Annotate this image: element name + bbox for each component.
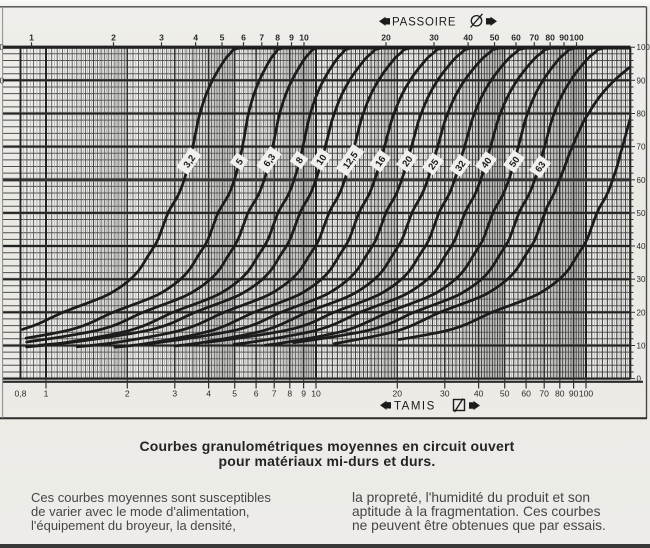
svg-text:40: 40 — [479, 156, 494, 171]
svg-text:1: 1 — [44, 389, 49, 399]
svg-text:100: 100 — [569, 33, 584, 43]
svg-text:63: 63 — [533, 160, 548, 175]
svg-text:2: 2 — [125, 389, 130, 399]
svg-text:50: 50 — [637, 209, 646, 218]
svg-text:10: 10 — [299, 33, 309, 43]
svg-text:50: 50 — [507, 155, 522, 170]
svg-text:20: 20 — [637, 308, 646, 317]
svg-text:30: 30 — [429, 33, 439, 43]
svg-text:0,8: 0,8 — [15, 389, 27, 399]
svg-text:20: 20 — [393, 389, 403, 399]
svg-text:3: 3 — [172, 389, 177, 399]
svg-text:100: 100 — [637, 43, 650, 52]
svg-text:60: 60 — [521, 389, 531, 399]
svg-text:1: 1 — [29, 33, 34, 43]
svg-text:30: 30 — [440, 389, 450, 399]
svg-text:8: 8 — [294, 155, 306, 166]
svg-text:5: 5 — [232, 389, 237, 399]
svg-text:90: 90 — [569, 389, 579, 399]
svg-text:20: 20 — [381, 33, 391, 43]
svg-text:40: 40 — [474, 389, 484, 399]
svg-text:70: 70 — [637, 143, 646, 152]
svg-text:8: 8 — [275, 33, 280, 43]
svg-text:70: 70 — [539, 389, 549, 399]
svg-text:32: 32 — [453, 159, 468, 174]
svg-text:0: 0 — [637, 375, 642, 384]
svg-text:100: 100 — [579, 389, 594, 399]
svg-text:7: 7 — [272, 389, 277, 399]
svg-text:TAMIS: TAMIS — [394, 401, 436, 413]
svg-text:40: 40 — [463, 33, 473, 43]
svg-text:80: 80 — [637, 110, 646, 119]
svg-text:8: 8 — [287, 389, 292, 399]
svg-text:60: 60 — [511, 33, 521, 43]
svg-text:16: 16 — [373, 154, 388, 169]
svg-text:5: 5 — [220, 33, 225, 43]
svg-text:70: 70 — [530, 33, 540, 43]
svg-text:7: 7 — [259, 33, 264, 43]
svg-text:60: 60 — [637, 176, 646, 185]
svg-text:PASSOIRE: PASSOIRE — [392, 17, 456, 29]
svg-text:5: 5 — [234, 156, 246, 167]
svg-text:4: 4 — [206, 389, 211, 399]
svg-text:6: 6 — [241, 33, 246, 43]
svg-text:40: 40 — [637, 242, 646, 251]
svg-text:50: 50 — [490, 33, 500, 43]
svg-text:50: 50 — [500, 389, 510, 399]
svg-text:3: 3 — [159, 33, 164, 43]
svg-text:9: 9 — [289, 33, 294, 43]
svg-text:10: 10 — [314, 153, 329, 168]
svg-text:10: 10 — [311, 389, 321, 399]
svg-text:80: 80 — [555, 389, 565, 399]
svg-text:2: 2 — [111, 33, 116, 43]
svg-text:10: 10 — [637, 342, 646, 351]
svg-text:90: 90 — [637, 76, 646, 85]
svg-text:6: 6 — [254, 389, 259, 399]
svg-text:4: 4 — [193, 33, 198, 43]
svg-text:20: 20 — [400, 154, 415, 169]
svg-text:30: 30 — [637, 275, 646, 284]
svg-text:90: 90 — [559, 33, 569, 43]
svg-text:80: 80 — [545, 33, 555, 43]
svg-text:9: 9 — [301, 389, 306, 399]
